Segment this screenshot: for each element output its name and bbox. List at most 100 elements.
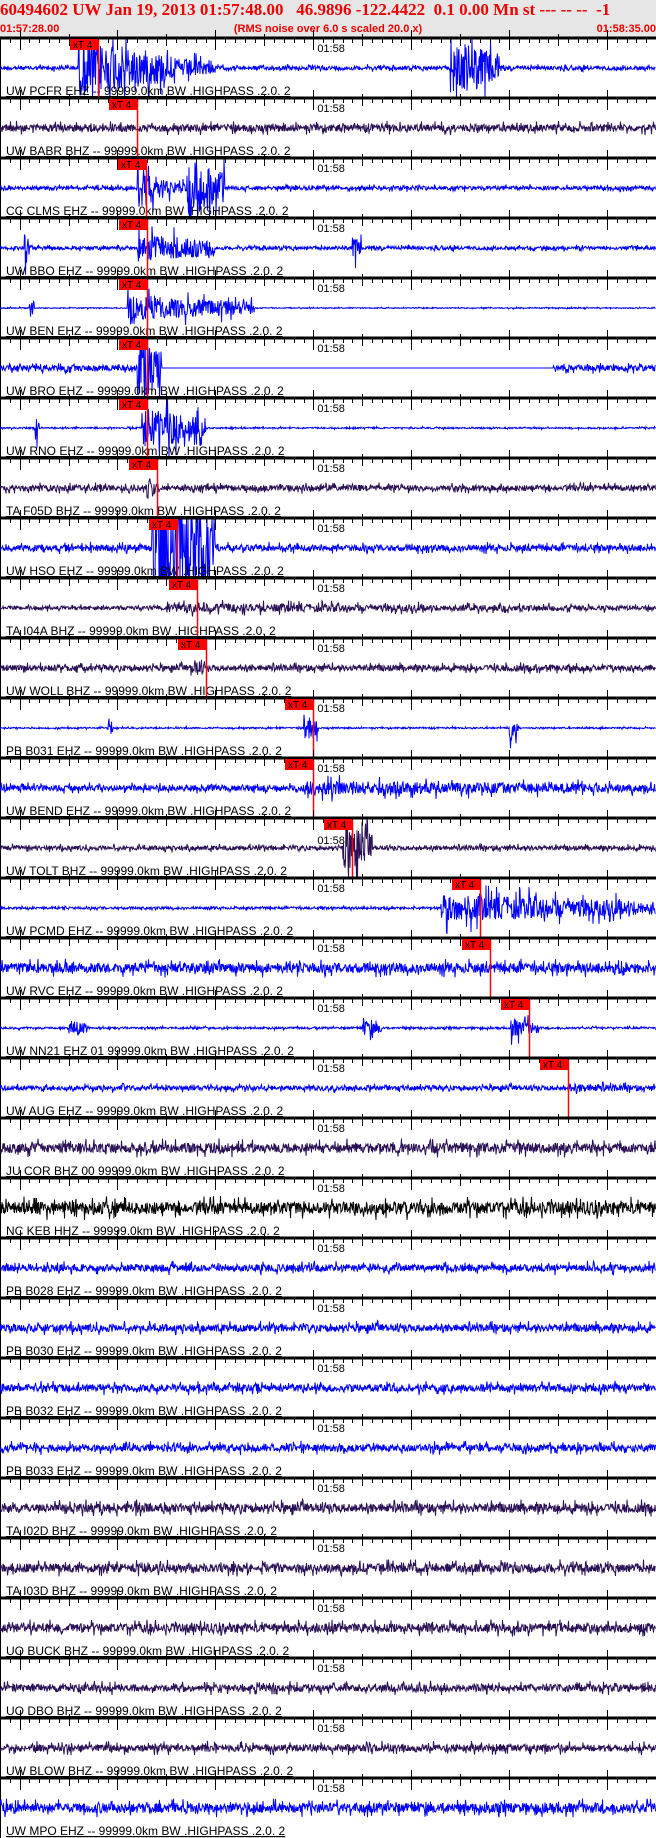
trace-10: 01:58 UW WOLL BHZ -- 99999.0km BW .HIGHPA… [0,630,656,698]
rms-note: (RMS noise over 6.0 s scaled 20.0 x) [233,23,423,35]
station-label: UW BEND EHZ -- 99999.0km BW .HIGHPASS .2… [6,804,292,818]
waveform [0,599,656,617]
trace-3: 01:58 UW BBO EHZ -- 99999.0km BW .HIGHPAS… [0,210,656,278]
pick-flag [169,579,197,590]
trace-5: 01:58 UW BRO EHZ -- 99999.0km BW .HIGHPAS… [0,330,656,399]
waveform [0,1196,656,1220]
pick-flag [119,399,147,410]
station-label: UO DBO BHZ -- 99999.0km BW .HIGHPASS .2.… [6,1704,282,1718]
waveform [0,885,656,934]
minute-tick-label: 01:58 [317,1183,345,1195]
pick-flag [285,759,313,770]
minute-tick-label: 01:58 [317,403,345,415]
minute-tick-label: 01:58 [317,1423,345,1435]
minute-tick-label: 01:58 [317,1483,345,1495]
trace-19: 01:58 NC KEB HHZ -- 99999.0km BW .HIGHPAS… [0,1170,656,1238]
waveform [0,1137,656,1158]
waveform [0,1680,656,1696]
waveform [0,1798,656,1818]
axis-ticks [0,1110,656,1130]
waveform [0,659,656,676]
waveform [0,1015,656,1045]
axis-ticks [0,1230,656,1250]
pick-flag [540,1059,568,1070]
minute-tick-label: 01:58 [317,1063,345,1075]
axis-ticks [0,1710,656,1730]
pick-flag [119,339,147,350]
station-label: UW BABR BHZ -- 99999.0km BW .HIGHPASS .2… [6,144,291,158]
minute-tick-label: 01:58 [317,1663,345,1675]
station-label: UW PCFR EHZ -- 99999.0km BW .HIGHPASS .2… [6,84,291,98]
trace-27: 01:58 UO DBO BHZ -- 99999.0km BW .HIGHPAS… [0,1650,656,1718]
axis-ticks [0,1590,656,1610]
station-label: UW WOLL BHZ -- 99999.0km BW .HIGHPASS .2… [6,684,292,698]
axis-ticks [0,150,656,170]
pick-label: xT 4 [122,280,142,291]
pick-label: xT 4 [455,880,475,891]
pick-label: xT 4 [181,640,201,651]
pick-label: xT 4 [288,700,308,711]
trace-2: 01:58 CC CLMS EHZ -- 99999.0km BW .HIGHPA… [0,150,656,219]
station-label: UW MPO EHZ -- 99999.0km BW .HIGHPASS .2.… [6,1824,286,1838]
axis-ticks [0,630,656,650]
station-label: PB B030 EHZ -- 99999.0km BW .HIGHPASS .2… [6,1344,282,1358]
header-bar: 60494602 UW Jan 19, 2013 01:57:48.00 46.… [0,0,656,37]
trace-14: 01:58 UW PCMD EHZ -- 99999.0km BW .HIGHPA… [0,870,656,938]
waveform [0,1081,656,1095]
station-label: UW TOLT BHZ -- 99999.0km BW .HIGHPASS .2… [6,864,287,878]
minute-tick-label: 01:58 [317,103,345,115]
waveform [0,775,656,802]
axis-ticks [0,1410,656,1430]
pick-flag [452,879,480,890]
trace-23: 01:58 PB B033 EHZ -- 99999.0km BW .HIGHPA… [0,1410,656,1478]
axis-ticks [0,1530,656,1550]
axis-ticks [0,1290,656,1310]
minute-tick-label: 01:58 [317,583,345,595]
station-label: UW BRO EHZ -- 99999.0km BW .HIGHPASS .2.… [6,384,284,398]
event-title: 60494602 UW Jan 19, 2013 01:57:48.00 46.… [0,0,611,19]
minute-tick-label: 01:58 [317,283,345,295]
axis-ticks [0,930,656,950]
trace-29: 01:58 UW MPO EHZ -- 99999.0km BW .HIGHPAS… [0,1770,656,1838]
pick-label: xT 4 [122,400,142,411]
station-label: TA F05D BHZ -- 99999.0km BW .HIGHPASS .2… [6,504,281,518]
axis-ticks [0,1050,656,1070]
station-label: TA I02D BHZ -- 99999.0km BW .HIGHPASS .2… [6,1524,277,1538]
station-label: UW BEN EHZ -- 99999.0km BW .HIGHPASS .2.… [6,324,283,338]
station-label: UW RNO EHZ -- 99999.0km BW .HIGHPASS .2.… [6,444,285,458]
trace-24: 01:58 TA I02D BHZ -- 99999.0km BW .HIGHPA… [0,1470,656,1538]
pick-flag [501,999,529,1010]
trace-4: 01:58 UW BEN EHZ -- 99999.0km BW .HIGHPAS… [0,270,656,338]
trace-15: 01:58 UW RVC EHZ -- 99999.0km BW .HIGHPAS… [0,930,656,998]
minute-tick-label: 01:58 [317,1363,345,1375]
trace-8: 01:58 UW HSO EHZ -- 99999.0km BW .HIGHPAS… [0,510,656,579]
trace-16: 01:58 UW NN21 EHZ 01 99999.0km BW .HIGHPA… [0,990,656,1058]
pick-label: xT 4 [288,760,308,771]
pick-label: xT 4 [504,1000,524,1011]
waveform [0,517,656,579]
station-label: UW PCMD EHZ -- 99999.0km BW .HIGHPASS .2… [6,924,294,938]
trace-6: 01:58 UW RNO EHZ -- 99999.0km BW .HIGHPAS… [0,390,656,459]
station-label: PB B031 EHZ -- 99999.0km BW .HIGHPASS .2… [6,744,282,758]
axis-ticks [0,570,656,590]
trace-22: 01:58 PB B032 EHZ -- 99999.0km BW .HIGHPA… [0,1350,656,1418]
station-label: TA I04A BHZ -- 99999.0km BW .HIGHPASS .2… [6,624,276,638]
axis-ticks [0,870,656,890]
waveform [0,120,656,136]
station-label: JU COR BHZ 00 99999.0km BW .HIGHPASS .2.… [6,1164,285,1178]
axis-ticks [0,1650,656,1670]
pick-flag [70,39,98,50]
minute-tick-label: 01:58 [317,883,345,895]
waveform [0,1497,656,1517]
station-label: NC KEB HHZ -- 99999.0km BW .HIGHPASS .2.… [6,1224,280,1238]
waveform [0,1380,656,1396]
pick-flag [149,519,177,530]
minute-tick-label: 01:58 [317,1303,345,1315]
waveform [0,1440,656,1456]
trace-12: 01:58 UW BEND EHZ -- 99999.0km BW .HIGHPA… [0,750,656,818]
minute-tick-label: 01:58 [317,1123,345,1135]
axis-ticks [0,90,656,110]
trace-11: 01:58 PB B031 EHZ -- 99999.0km BW .HIGHPA… [0,690,656,758]
station-label: UO BUCK BHZ -- 99999.0km BW .HIGHPASS .2… [6,1644,290,1658]
waveform [0,225,656,275]
